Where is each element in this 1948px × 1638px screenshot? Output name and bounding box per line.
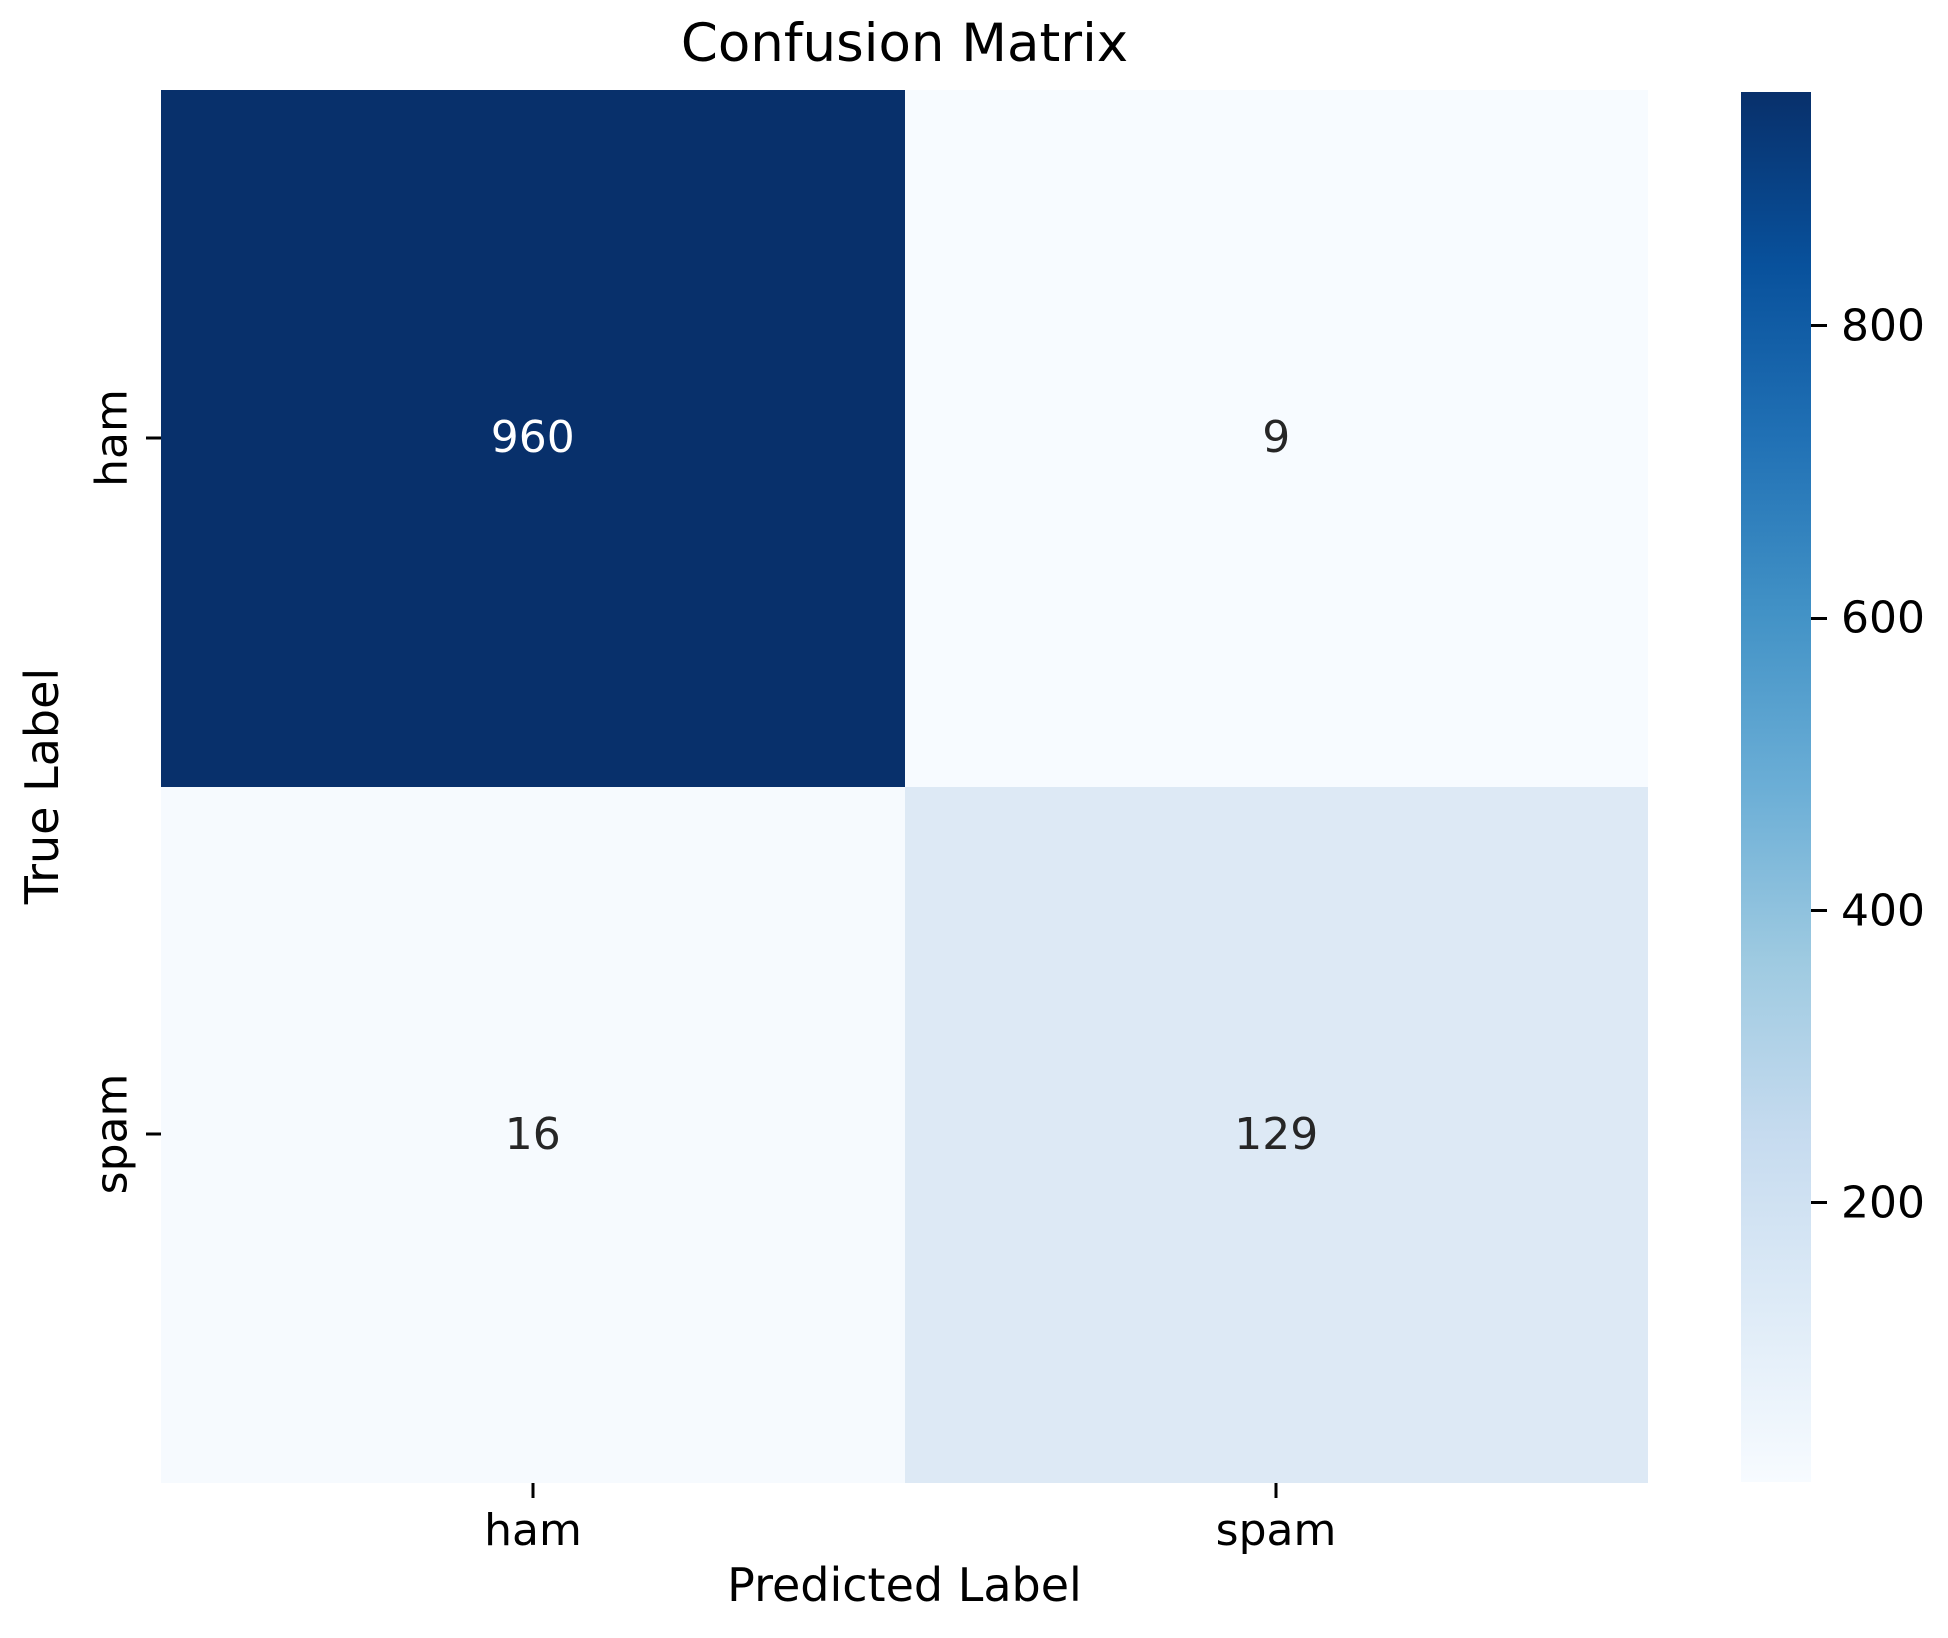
cell-value: 9 (1262, 412, 1291, 464)
colorbar-tickmark (1811, 909, 1827, 913)
heatmap-cell-ham-spam: 9 (904, 90, 1648, 787)
colorbar-tickmark (1811, 1201, 1827, 1205)
colorbar-gradient (1741, 92, 1811, 1482)
colorbar-tick-label: 200 (1841, 1177, 1925, 1229)
chart-title: Confusion Matrix (680, 13, 1129, 74)
heatmap-cell-spam-spam: 129 (904, 786, 1648, 1483)
x-axis-label: Predicted Label (727, 1558, 1082, 1612)
heatmap-cell-spam-ham: 16 (161, 786, 905, 1483)
y-axis-label: True Label (15, 667, 69, 905)
colorbar-tickmark (1811, 616, 1827, 620)
cell-value: 129 (1234, 1108, 1319, 1160)
colorbar-tick-label: 400 (1841, 885, 1925, 937)
x-tickmark-spam (1274, 1483, 1278, 1498)
x-tickmark-ham (531, 1483, 535, 1498)
x-tick-label-spam: spam (1215, 1505, 1337, 1556)
heatmap-cell-ham-ham: 960 (161, 90, 905, 787)
colorbar-tick-label: 800 (1841, 300, 1925, 352)
colorbar-tick-label: 600 (1841, 592, 1925, 644)
y-tick-label-ham: ham (86, 389, 138, 487)
cell-value: 16 (504, 1108, 561, 1160)
y-tick-label-spam: spam (86, 1073, 138, 1195)
cell-value: 960 (490, 412, 575, 464)
heatmap: 960 9 16 129 (161, 90, 1648, 1483)
y-tickmark-ham (146, 436, 161, 440)
colorbar: 800 600 400 200 (1741, 92, 1941, 1482)
x-tick-label-ham: ham (484, 1505, 582, 1556)
y-tickmark-spam (146, 1132, 161, 1136)
colorbar-tickmark (1811, 324, 1827, 328)
